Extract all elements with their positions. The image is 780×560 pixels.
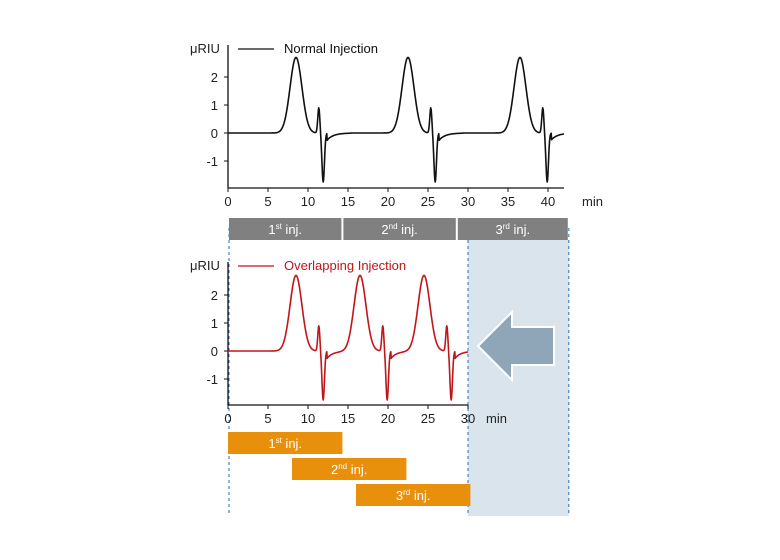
injection-band-label: 2nd inj. — [381, 222, 417, 237]
injection-band: 3rd inj. — [356, 484, 471, 506]
y-tick-label: -1 — [206, 372, 218, 387]
injection-band-bar — [356, 484, 471, 506]
y-tick-label: -1 — [206, 154, 218, 169]
injection-band: 1st inj. — [229, 218, 342, 240]
series-line-normal-injection — [227, 56, 565, 183]
y-tick-label: 1 — [211, 98, 218, 113]
x-tick-label: 10 — [301, 411, 315, 426]
x-tick-label: 20 — [381, 194, 395, 209]
x-tick-label: 5 — [264, 411, 271, 426]
injection-band-label: 3rd inj. — [396, 488, 431, 503]
x-tick-label: 25 — [421, 411, 435, 426]
y-tick-label: 2 — [211, 288, 218, 303]
injection-bands: 1st inj. 2nd inj. 3rd inj. — [229, 218, 568, 240]
legend-label-normal: Normal Injection — [284, 41, 378, 56]
injection-band: 2nd inj. — [343, 218, 456, 240]
injection-band-label: 2nd inj. — [331, 462, 367, 477]
x-tick-label: 35 — [501, 194, 515, 209]
x-tick-label: 25 — [421, 194, 435, 209]
y-tick-label: 0 — [211, 126, 218, 141]
x-axis-label: min — [486, 411, 507, 426]
x-tick-label: 30 — [461, 411, 475, 426]
injection-bands: 1st inj. 2nd inj. 3rd inj. — [228, 432, 471, 506]
injection-band: 3rd inj. — [457, 218, 568, 240]
legend-label-overlapping: Overlapping Injection — [284, 258, 406, 273]
injection-band-label: 3rd inj. — [496, 222, 531, 237]
y-tick-label: 2 — [211, 70, 218, 85]
injection-band-label: 1st inj. — [268, 436, 302, 451]
time-saved-shaded-region — [468, 240, 569, 516]
injection-band-bar — [343, 218, 456, 240]
x-tick-label: 5 — [264, 194, 271, 209]
injection-band: 1st inj. — [228, 432, 343, 454]
x-tick-label: 30 — [461, 194, 475, 209]
x-tick-label: 0 — [224, 411, 231, 426]
series-line-overlapping-injection — [227, 274, 469, 401]
injection-band-bar — [292, 458, 407, 480]
y-axis-label: μRIU — [190, 258, 220, 273]
x-tick-label: 20 — [381, 411, 395, 426]
injection-band-label: 1st inj. — [268, 222, 302, 237]
injection-band-bar — [457, 218, 568, 240]
x-tick-label: 15 — [341, 194, 355, 209]
injection-band: 2nd inj. — [292, 458, 407, 480]
x-tick-label: 15 — [341, 411, 355, 426]
x-axis-label: min — [582, 194, 603, 209]
injection-band-bar — [229, 218, 342, 240]
y-axis-label: μRIU — [190, 41, 220, 56]
x-tick-label: 10 — [301, 194, 315, 209]
left-arrow-icon — [476, 309, 555, 383]
x-tick-label: 40 — [541, 194, 555, 209]
injection-band-bar — [228, 432, 343, 454]
y-tick-label: 1 — [211, 316, 218, 331]
y-tick-label: 0 — [211, 344, 218, 359]
x-tick-label: 0 — [224, 194, 231, 209]
